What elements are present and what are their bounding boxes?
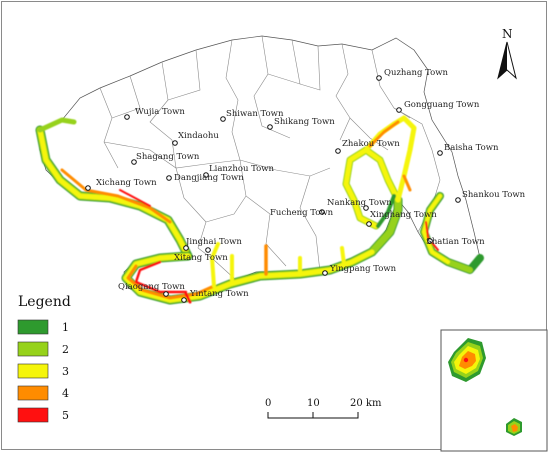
town-marker [319,209,325,215]
town-label: Xinghang Town [370,210,437,220]
town-marker [203,172,209,178]
legend-swatch [17,341,49,357]
town-labels: Quzhang Town Gongguang Town Wujia Town S… [96,68,526,299]
legend-swatch [17,407,49,423]
town-label: Shankou Town [462,190,526,200]
town-label: Jinghai Town [185,237,242,247]
town-label: Nankang Town [327,198,392,208]
legend: Legend 1 2 3 4 5 [17,294,71,423]
legend-title: Legend [18,294,71,310]
town-label: Shikang Town [274,117,335,127]
town-label: Shatian Town [426,237,485,247]
town-label: Yingpang Town [329,264,397,274]
town-marker [322,270,328,276]
south-coast-band [121,195,403,305]
town-marker [131,159,137,165]
town-label: Baisha Town [444,143,499,153]
town-label: Xichang Town [96,178,157,188]
town-marker [335,148,341,154]
legend-label: 4 [62,387,69,400]
town-marker [396,107,402,113]
town-label: Xitang Town [174,253,228,263]
town-marker [181,297,187,303]
west-coast-band [35,117,193,261]
town-label: Qiaogang Town [118,282,185,292]
coastal-risk-bands [35,115,484,305]
town-marker [183,245,189,251]
town-marker [363,205,369,211]
inset-frame [440,329,548,452]
town-label: Lianzhou Town [209,164,275,174]
town-label: Quzhang Town [384,68,448,78]
town-label: Wujia Town [135,107,185,117]
north-label: N [502,27,513,41]
north-arrow: N [497,27,517,80]
scale-tick-label: 20 km [350,398,382,409]
estuary-band [342,115,417,230]
legend-label: 2 [62,343,69,356]
scale-tick-label: 0 [265,398,271,409]
legend-swatch [17,319,49,335]
town-label: Dangjiang Town [174,173,244,183]
legend-label: 3 [62,365,69,378]
legend-swatch [17,385,49,401]
town-label: Yintang Town [189,289,249,299]
town-marker [166,175,172,181]
scale-bar [267,412,359,419]
town-marker [437,150,443,156]
town-label: Zhakou Town [342,139,400,149]
scale-tick-label: 10 [307,398,320,409]
town-marker [427,238,433,244]
town-label: Shagang Town [136,152,200,162]
town-marker [172,140,178,146]
legend-label: 5 [62,409,69,422]
town-markers [85,75,461,303]
town-marker [267,124,273,130]
town-label: Fucheng Town [270,208,334,218]
town-marker [124,114,130,120]
town-label: Xindaohu [178,131,219,141]
legend-swatch [17,363,49,379]
legend-label: 1 [62,321,69,334]
town-marker [220,116,226,122]
town-marker [85,185,91,191]
town-marker [163,291,169,297]
town-marker [205,247,211,253]
inset-map [440,329,548,452]
town-marker [376,75,382,81]
town-label: Gongguang Town [404,100,480,110]
town-label: Shiwan Town [226,109,284,119]
town-marker [455,197,461,203]
town-marker [366,221,372,227]
